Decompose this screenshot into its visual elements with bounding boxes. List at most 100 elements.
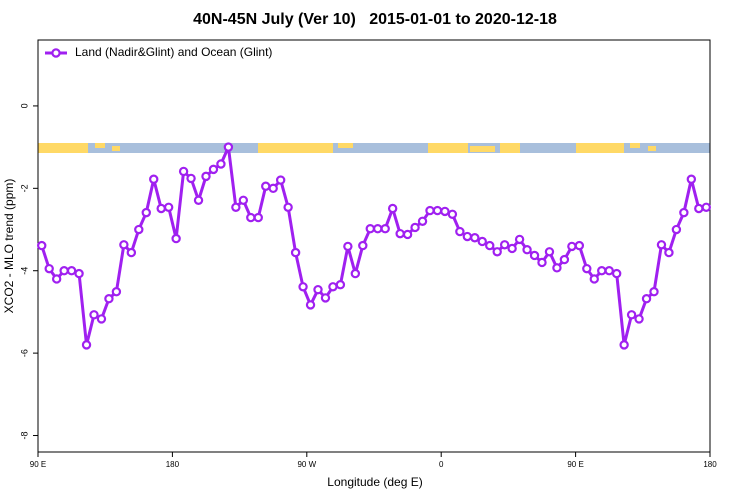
data-point xyxy=(96,314,107,324)
data-point xyxy=(89,310,99,320)
data-point xyxy=(201,171,211,182)
x-tick-label: 0 xyxy=(439,460,444,469)
data-point xyxy=(395,228,405,239)
data-point xyxy=(440,206,450,217)
data-point xyxy=(51,274,62,284)
data-point xyxy=(492,247,502,257)
data-point xyxy=(611,268,622,279)
data-point xyxy=(604,266,614,276)
data-point xyxy=(313,284,323,295)
data-point xyxy=(343,241,353,252)
data-point xyxy=(582,263,592,274)
data-point xyxy=(671,224,682,235)
y-tick-label: -8 xyxy=(19,432,29,440)
data-point xyxy=(335,280,346,290)
data-point xyxy=(246,212,256,223)
data-point xyxy=(567,241,577,252)
data-point xyxy=(268,183,278,194)
data-point xyxy=(149,174,159,184)
x-tick-label: 180 xyxy=(166,460,180,469)
data-point xyxy=(290,247,301,258)
data-point xyxy=(238,195,249,205)
data-point xyxy=(499,240,510,250)
data-point xyxy=(387,203,398,214)
data-point xyxy=(275,175,286,185)
data-point xyxy=(193,195,204,205)
data-point xyxy=(664,247,674,258)
data-point xyxy=(701,202,711,212)
data-point xyxy=(641,294,652,304)
data-point xyxy=(537,257,547,268)
data-point xyxy=(253,212,263,223)
data-point xyxy=(417,216,428,226)
data-point xyxy=(686,174,697,184)
data-point xyxy=(649,287,659,297)
data-point xyxy=(171,233,181,244)
data-point xyxy=(425,205,435,216)
data-point xyxy=(216,159,226,169)
data-point xyxy=(522,245,532,255)
data-point xyxy=(208,164,219,175)
data-point xyxy=(141,207,151,218)
data-point xyxy=(447,209,458,219)
data-point xyxy=(552,263,562,273)
data-point xyxy=(373,223,383,234)
data-point xyxy=(365,223,375,234)
data-point xyxy=(81,340,92,350)
data-point xyxy=(477,236,487,247)
data-point xyxy=(380,223,390,234)
data-point xyxy=(298,282,308,292)
data-point xyxy=(574,240,585,251)
data-point xyxy=(178,166,189,177)
y-tick-label: -2 xyxy=(19,184,29,192)
data-point xyxy=(507,243,517,254)
data-point xyxy=(283,202,293,212)
data-line xyxy=(40,145,707,347)
chart-title: 40N-45N July (Ver 10) 2015-01-01 to 2020… xyxy=(193,11,557,28)
data-point xyxy=(111,287,122,297)
land-ocean-strip xyxy=(38,143,710,153)
data-point xyxy=(619,340,629,350)
data-point xyxy=(134,224,144,235)
data-point xyxy=(261,181,271,191)
y-tick-label: -4 xyxy=(19,267,29,275)
data-point xyxy=(328,282,338,292)
data-point xyxy=(231,202,241,212)
y-tick-label: 0 xyxy=(19,103,29,108)
data-point xyxy=(44,263,54,274)
data-point xyxy=(358,240,368,251)
data-point xyxy=(559,254,570,265)
data-point xyxy=(305,300,316,310)
data-point xyxy=(432,205,443,216)
data-point xyxy=(485,240,495,251)
data-point xyxy=(126,247,137,258)
data-point xyxy=(597,266,607,276)
data-point xyxy=(59,266,69,276)
data-point xyxy=(402,229,413,240)
x-tick-label: 180 xyxy=(703,460,717,469)
data-point xyxy=(104,294,114,304)
data-point xyxy=(514,234,525,245)
data-point xyxy=(66,266,77,276)
data-point xyxy=(626,310,637,320)
data-point xyxy=(223,142,234,152)
data-point xyxy=(544,247,555,257)
data-point xyxy=(320,293,331,303)
data-point xyxy=(589,274,599,284)
data-point xyxy=(462,231,473,242)
x-tick-label: 90 E xyxy=(567,460,583,469)
data-point xyxy=(634,314,644,324)
data-point xyxy=(410,222,420,233)
data-point xyxy=(529,250,540,261)
data-point xyxy=(37,240,47,251)
x-axis-label: Longitude (deg E) xyxy=(327,475,422,489)
legend-marker xyxy=(51,48,61,58)
data-point xyxy=(119,240,129,250)
y-tick-label: -6 xyxy=(19,349,29,357)
legend-label: Land (Nadir&Glint) and Ocean (Glint) xyxy=(75,45,272,59)
data-point xyxy=(679,207,689,218)
y-axis-label: XCO2 - MLO trend (ppm) xyxy=(2,179,16,314)
data-point xyxy=(74,268,84,279)
plot-frame xyxy=(37,39,711,453)
